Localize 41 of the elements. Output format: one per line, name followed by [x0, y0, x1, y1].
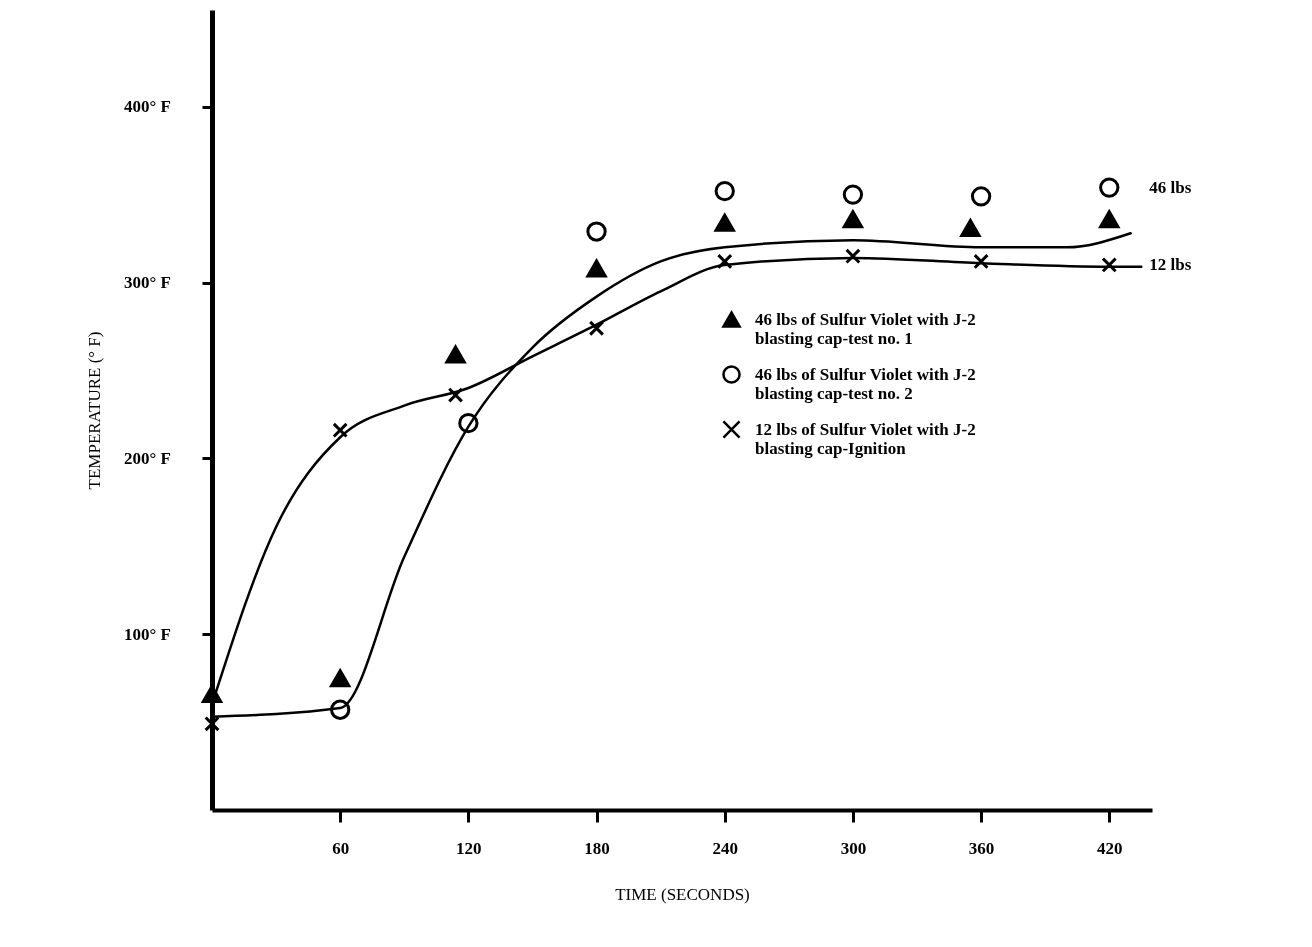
point — [201, 684, 223, 703]
y-axis-title: TEMPERATURE (° F) — [85, 331, 105, 490]
point — [960, 219, 981, 238]
point — [588, 320, 605, 337]
point — [458, 413, 479, 434]
x-tick-label: 60 — [332, 838, 350, 858]
point — [332, 422, 349, 439]
x-axis-title: TIME (SECONDS) — [615, 884, 750, 904]
point — [445, 345, 466, 364]
x-tick-label: 180 — [584, 838, 610, 858]
point — [845, 248, 861, 264]
x-tick-label: 240 — [712, 838, 738, 858]
annotation: 46 lbs — [1149, 177, 1192, 197]
point — [204, 716, 220, 732]
x-tick-label: 420 — [1097, 838, 1123, 858]
x-tick-label: 360 — [968, 838, 995, 858]
point — [1099, 210, 1120, 229]
y-tick-label: 200° F — [124, 448, 171, 468]
point — [973, 253, 989, 270]
point — [1099, 177, 1120, 198]
point — [842, 210, 864, 229]
legend-label: 12 lbs of Sulfur Violet with J-2 blasting cap-Ignition — [755, 419, 976, 458]
y-tick-label: 300° F — [124, 273, 171, 293]
point — [586, 259, 607, 278]
point — [716, 253, 733, 270]
point — [714, 213, 735, 232]
point — [1101, 257, 1118, 273]
point — [842, 184, 864, 205]
point — [447, 387, 464, 403]
x-tick-label: 300 — [840, 838, 867, 858]
point — [714, 180, 735, 202]
legend-label: 46 lbs of Sulfur Violet with J-2 blasting cap-test no. 2 — [755, 364, 976, 403]
point — [970, 186, 992, 207]
y-tick-label: 100° F — [124, 624, 171, 644]
point — [330, 699, 351, 720]
annotation: 12 lbs — [1149, 254, 1192, 274]
point — [330, 669, 351, 688]
y-tick-label: 400° F — [124, 97, 171, 117]
legend-label: 46 lbs of Sulfur Violet with J-2 blasting cap-test no. 1 — [755, 309, 976, 348]
x-tick-label: 120 — [456, 838, 482, 858]
point — [586, 221, 607, 242]
